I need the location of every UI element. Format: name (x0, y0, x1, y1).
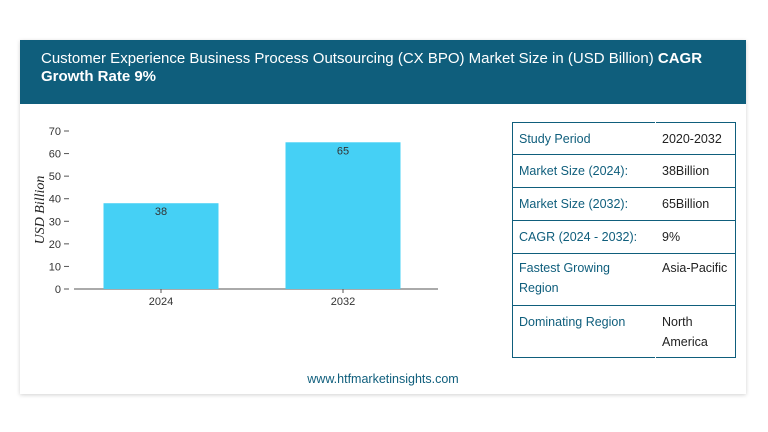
info-row: Fastest Growing Region Asia-Pacific (512, 253, 736, 306)
bar (103, 203, 219, 289)
y-axis-label: USD Billion (33, 176, 48, 245)
info-label: Market Size (2024): (512, 154, 656, 188)
info-value: 65Billion (655, 187, 736, 221)
header-title: Customer Experience Business Process Out… (41, 50, 654, 67)
info-value: 38Billion (655, 154, 736, 188)
info-row: Market Size (2032): 65Billion (512, 187, 736, 221)
info-value: 9% (655, 220, 736, 254)
bar-value-label: 38 (155, 206, 167, 218)
info-table: Study Period 2020-2032 Market Size (2024… (512, 122, 736, 358)
source-link[interactable]: www.htfmarketinsights.com (307, 372, 459, 386)
info-value: Asia-Pacific (655, 253, 736, 306)
y-tick-label: 30 (49, 216, 61, 228)
info-value: North America (655, 305, 736, 358)
y-tick-label: 10 (49, 261, 61, 273)
bar (285, 142, 401, 289)
info-label: Fastest Growing Region (512, 253, 656, 306)
info-value: 2020-2032 (655, 122, 736, 155)
bar-chart: 0 10 20 30 40 50 60 70 USD Billion 38 2024 65 2032 (33, 126, 438, 308)
info-row: Market Size (2024): 38Billion (512, 154, 736, 188)
y-tick-label: 70 (49, 126, 61, 138)
y-tick-label: 20 (49, 239, 61, 251)
info-row: Study Period 2020-2032 (512, 122, 736, 155)
info-row: CAGR (2024 - 2032): 9% (512, 220, 736, 254)
x-tick-label: 2032 (331, 296, 355, 308)
x-tick-label: 2024 (149, 296, 173, 308)
header-cagr: CAGR Growth Rate 9% (41, 50, 703, 85)
y-tick-label: 50 (49, 171, 61, 183)
info-label: CAGR (2024 - 2032): (512, 220, 656, 254)
chart-header: Customer Experience Business Process Out… (20, 40, 746, 104)
info-label: Study Period (512, 122, 656, 155)
bar-value-label: 65 (337, 145, 349, 157)
report-card: Customer Experience Business Process Out… (20, 40, 746, 394)
info-label: Market Size (2032): (512, 187, 656, 221)
y-tick-label: 0 (55, 284, 61, 296)
y-tick-label: 60 (49, 149, 61, 161)
info-row: Dominating Region North America (513, 305, 736, 358)
info-label: Dominating Region (519, 315, 626, 329)
y-tick-label: 40 (49, 194, 61, 206)
